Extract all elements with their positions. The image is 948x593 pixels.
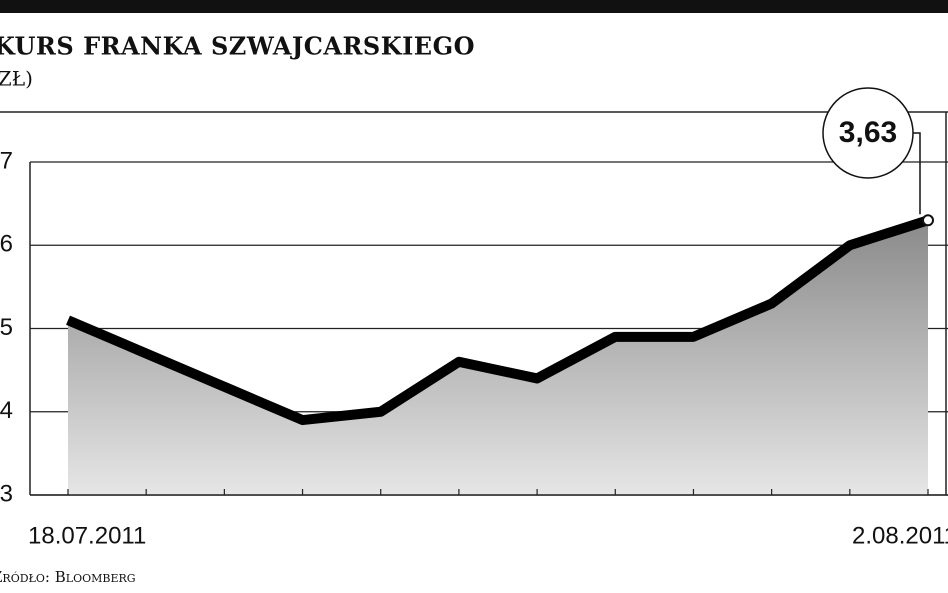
y-tick-label: 3,6	[0, 231, 13, 258]
y-tick-label: 3,4	[0, 397, 13, 424]
x-tick-label: 2.08.2011	[852, 522, 948, 549]
chart-title: KURS FRANKA SZWAJCARSKIEGO	[0, 32, 475, 61]
y-tick-label: 3,5	[0, 314, 13, 341]
point	[922, 214, 934, 227]
y-tick-label: 3,3	[0, 480, 13, 507]
x-tick-label: 18.07.2011	[28, 522, 146, 549]
value-label: 3,63	[839, 116, 897, 149]
callout-line	[913, 132, 921, 215]
top-bar	[0, 0, 948, 13]
unit: (ZŁ)	[0, 67, 33, 91]
source: Źródło: Bloomberg	[0, 568, 136, 586]
callout-bubble	[822, 87, 914, 179]
area	[68, 220, 928, 495]
y-tick-label: 3,7	[0, 147, 13, 174]
line	[66, 215, 930, 426]
